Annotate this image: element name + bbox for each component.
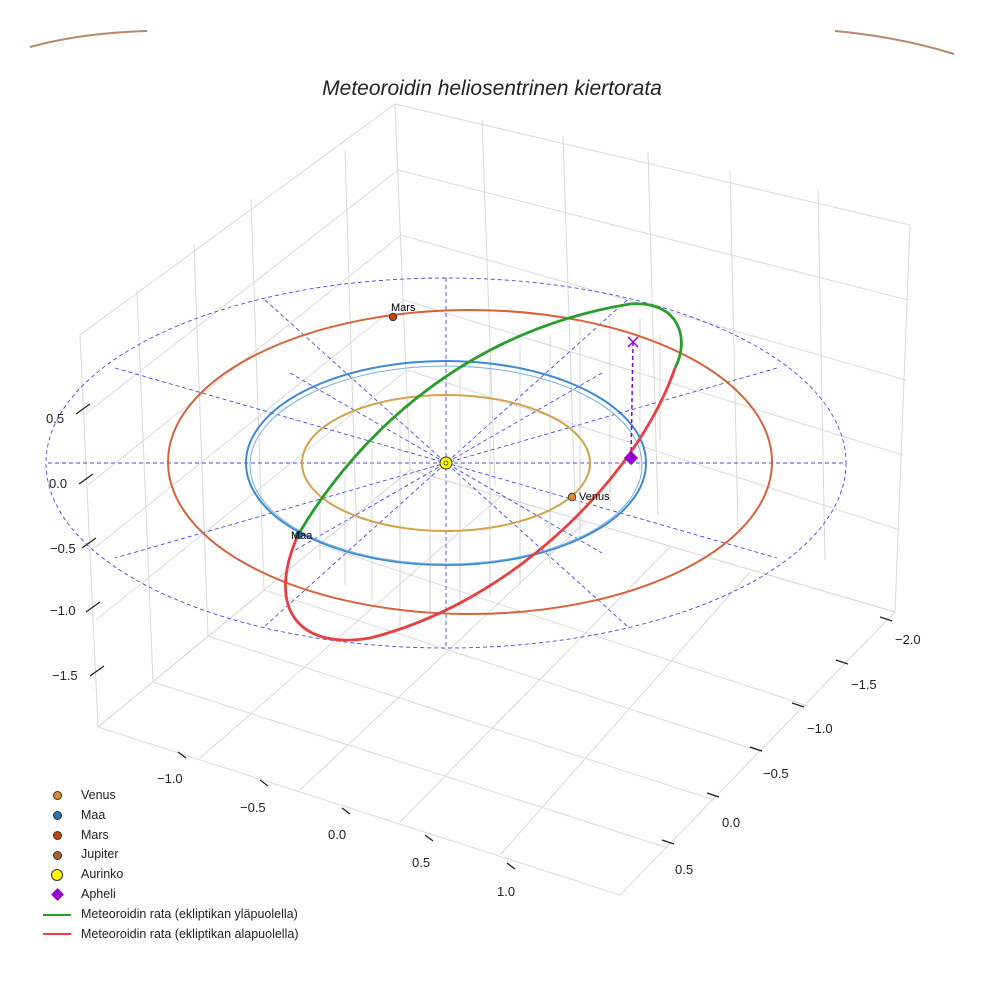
mars-orbit [167,309,773,615]
legend-symbol [40,811,74,821]
x-tick-label: 1.0 [497,884,515,899]
legend-symbol [40,830,74,840]
tick-marks [75,403,893,870]
x-tick-label: −1.0 [157,771,183,786]
aphelion-cross-icon [627,336,639,348]
mars-label: Mars [391,302,416,314]
z-tick-label: −0.5 [50,541,76,556]
legend-item: Aurinko [40,865,298,885]
legend-dot-icon [51,869,63,882]
legend-line-icon [43,933,71,936]
legend-symbol [40,888,74,902]
legend-diamond-icon [50,888,64,902]
venus-orbit [301,394,591,532]
legend-symbol [40,869,74,882]
legend-label: Venus [81,788,116,802]
legend-item: Apheli [40,885,298,905]
maa-orbit [245,360,647,566]
sun-core [443,460,449,466]
maa-orbit-inner [249,365,643,565]
legend-dot-icon [52,811,62,821]
y-tick-label: 0.0 [722,815,740,830]
projection-stems [319,315,661,628]
legend-item: Meteoroidin rata (ekliptikan yläpuolella… [40,905,298,925]
legend-label: Apheli [81,886,116,901]
legend-line-icon [43,913,71,916]
legend-symbol [40,913,74,916]
maa-marker [295,531,303,539]
y-tick-labels: −2.0 −1.5 −1.0 −0.5 0.0 0.5 [675,632,921,877]
y-tick-label: −2.0 [895,632,921,647]
x-tick-label: 0.0 [328,827,346,842]
legend-item: Maa [40,806,298,826]
legend-label: Meteoroidin rata (ekliptikan alapuolella… [81,926,299,941]
z-tick-label: −1.5 [52,668,78,683]
y-tick-label: −1.5 [851,677,877,692]
venus-marker [567,492,577,502]
legend-dot-icon [52,791,62,801]
legend-item: Meteoroidin rata (ekliptikan alapuolella… [40,925,298,945]
maa-label: Maa [291,530,313,542]
legend-item: Venus [40,786,298,806]
top-right-arc [834,30,955,55]
x-tick-labels: −1.0 −0.5 0.0 0.5 1.0 [157,771,515,899]
z-tick-label: −1.0 [50,603,76,618]
legend-label: Meteoroidin rata (ekliptikan yläpuolella… [81,906,298,921]
mars-marker [388,312,398,322]
meteoroid-orbit-above [296,302,683,536]
z-tick-label: 0.0 [49,476,67,491]
legend-label: Jupiter [81,847,119,862]
legend-item: Jupiter [40,845,298,865]
z-tick-labels: 0.5 0.0 −0.5 −1.0 −1.5 [46,411,78,683]
legend-symbol [40,933,74,936]
legend-symbol [40,850,74,860]
legend-symbol [40,791,74,801]
x-tick-label: 0.5 [412,855,430,870]
aphelion-stem [630,341,634,459]
aphelion-diamond-icon [623,450,639,466]
venus-label: Venus [579,491,610,503]
legend-label: Aurinko [81,867,124,882]
sun-marker [439,456,453,470]
y-tick-label: −1.0 [807,721,833,736]
z-tick-label: 0.5 [46,411,64,426]
y-tick-label: 0.5 [675,862,693,877]
legend-label: Mars [81,827,109,842]
x-tick-label: −0.5 [240,800,266,815]
top-left-arc [29,30,148,48]
legend-dot-icon [52,830,62,840]
y-tick-label: −0.5 [763,766,789,781]
chart-title: Meteoroidin heliosentrinen kiertorata [322,77,662,100]
legend-label: Maa [81,807,106,822]
legend: Venus Maa Mars Jupiter Aurinko Apheli Meteoroi… [40,786,298,944]
legend-item: Mars [40,826,298,846]
legend-dot-icon [52,850,62,860]
